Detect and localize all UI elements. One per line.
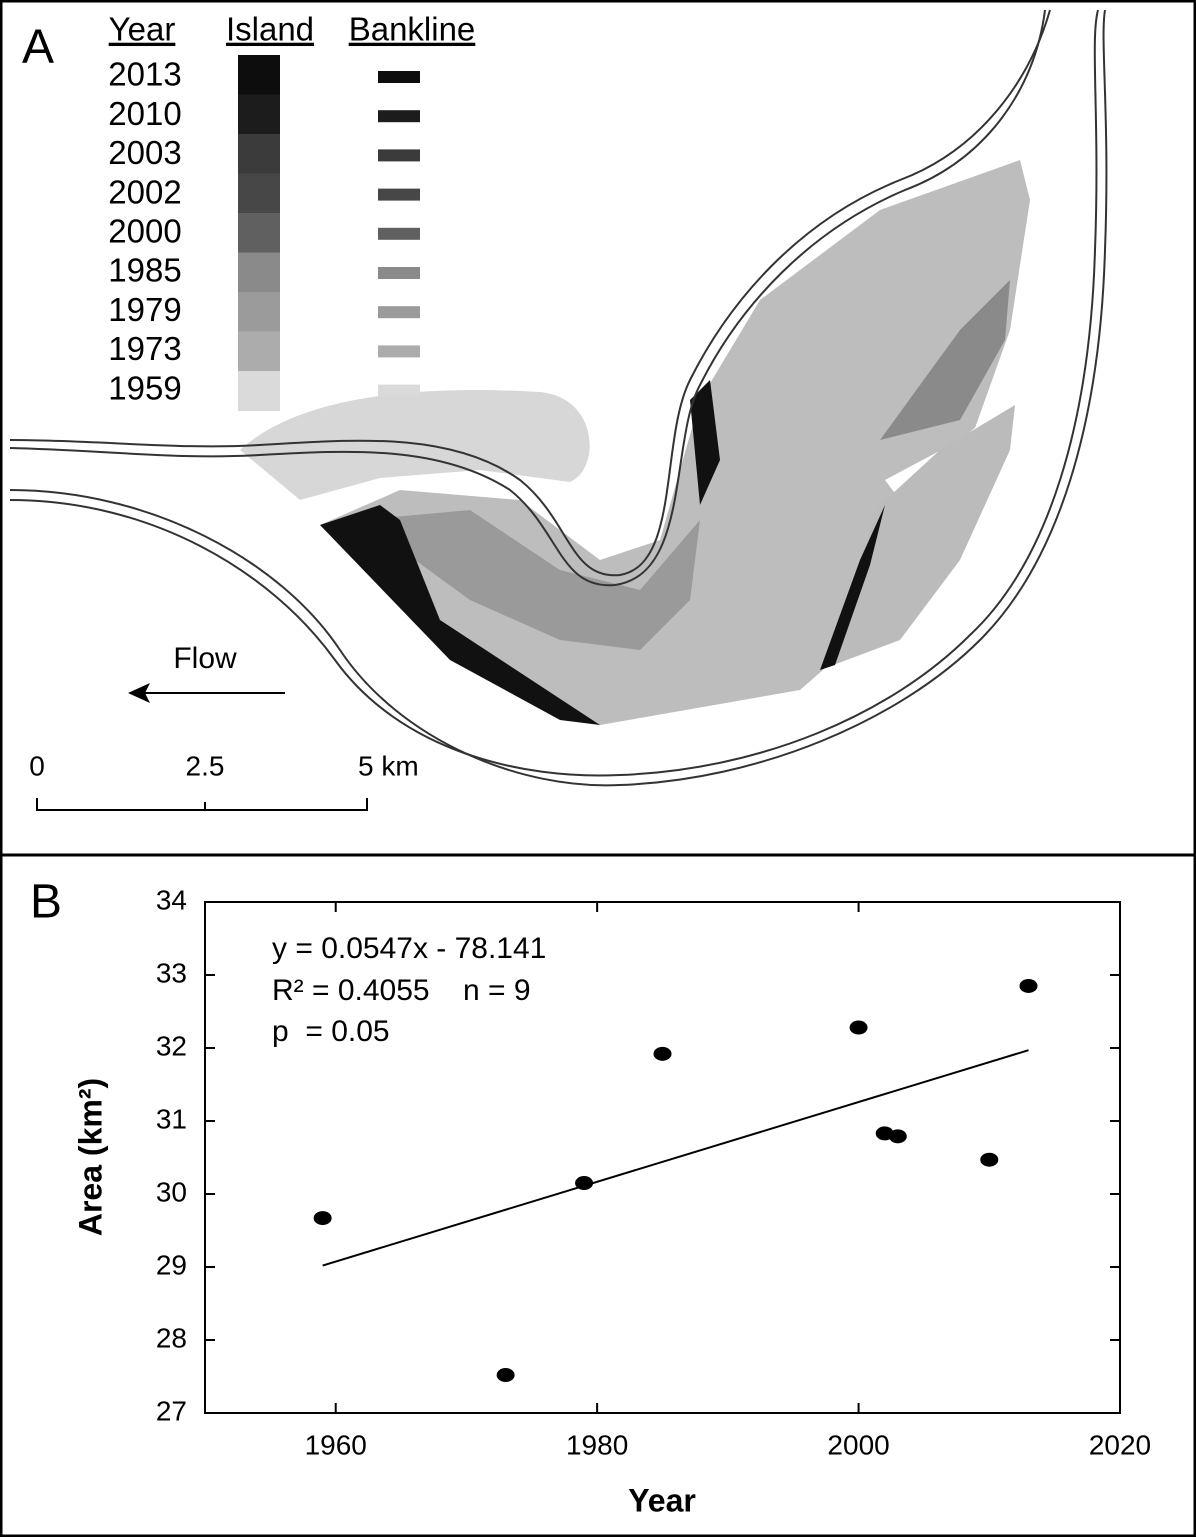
panel-label: B (30, 876, 62, 929)
x-tick-label: 1960 (305, 1429, 367, 1460)
y-tick-label: 29 (156, 1249, 187, 1280)
legend-year: 2013 (108, 56, 181, 93)
flow-label: Flow (173, 642, 237, 675)
bankline-swatch (378, 384, 420, 397)
bankline (9, 9, 1099, 777)
point (496, 1368, 515, 1383)
point (653, 1046, 672, 1061)
island-zone (360, 510, 700, 650)
island (820, 405, 1015, 670)
bankline-swatch (378, 227, 420, 240)
legend-header: Island (226, 11, 314, 48)
bankline (9, 9, 1051, 577)
y-tick-label: 32 (156, 1030, 187, 1061)
island-swatch (238, 252, 280, 293)
island-edge (820, 505, 885, 670)
y-tick-label: 34 (156, 884, 187, 915)
bankline-swatch (378, 110, 420, 123)
plot: B Year Area (km²) y = 0.0547x - 78.141 R… (30, 876, 1151, 1519)
y-tick-label: 33 (156, 957, 187, 988)
point (575, 1176, 594, 1191)
legend-year: 2003 (108, 134, 181, 171)
scale-label: 0 (29, 750, 45, 781)
legend-header: Year (109, 11, 176, 48)
island-swatch (238, 94, 280, 135)
legend-year: 2002 (108, 173, 181, 210)
island-swatch (238, 173, 280, 214)
y-tick-label: 30 (156, 1176, 187, 1207)
trend-line (322, 1049, 1029, 1267)
scale-bar (36, 798, 368, 811)
bankline-swatch (378, 306, 420, 319)
legend-header: Bankline (349, 11, 476, 48)
bankline-swatch (378, 188, 420, 201)
island-edge (320, 505, 600, 725)
island-swatch (238, 213, 280, 253)
island-swatch (238, 134, 280, 174)
bankline-swatch (378, 345, 420, 358)
y-axis-title: Area (km²) (72, 1078, 108, 1236)
y-tick-label: 28 (156, 1322, 187, 1353)
point (1019, 978, 1038, 993)
island-edge (690, 380, 720, 505)
point (313, 1211, 332, 1226)
island-zone (880, 280, 1010, 440)
legend-year: 1959 (108, 369, 181, 406)
island-swatch (238, 331, 280, 372)
legend-year: 1973 (108, 330, 181, 367)
annotation: R² = 0.4055 n = 9 (272, 974, 531, 1007)
map: A Flow 0 2.5 5 km Year Island Bankline 2… (9, 9, 1108, 811)
annotation: y = 0.0547x - 78.141 (272, 932, 546, 965)
bankline-swatch (378, 267, 420, 279)
x-axis-title: Year (628, 1482, 696, 1518)
point (849, 1020, 868, 1035)
x-tick-label: 2020 (1089, 1429, 1151, 1460)
legend-year: 2010 (108, 95, 181, 132)
y-tick-label: 31 (156, 1103, 187, 1134)
panel-label: A (22, 21, 54, 74)
legend-year: 1979 (108, 291, 181, 328)
island-swatch (238, 292, 280, 332)
island-swatch (238, 55, 280, 95)
island-swatch (238, 371, 280, 411)
bankline-swatch (378, 71, 420, 83)
bankline (9, 9, 1108, 787)
x-tick-label: 1980 (566, 1429, 628, 1460)
point (888, 1129, 907, 1144)
scale-label: 2.5 (186, 750, 225, 781)
bankline-swatch (378, 149, 420, 162)
annotation: p = 0.05 (272, 1015, 390, 1048)
legend-year: 2000 (108, 213, 181, 250)
scale-label: 5 km (358, 750, 419, 781)
island-1959 (240, 390, 590, 500)
legend-year: 1985 (108, 252, 181, 289)
bankline (9, 9, 1046, 587)
plot-frame (204, 901, 1121, 1414)
arrow-head (128, 683, 150, 703)
y-tick-label: 27 (156, 1395, 187, 1426)
x-tick-label: 2000 (827, 1429, 889, 1460)
point (980, 1152, 999, 1167)
